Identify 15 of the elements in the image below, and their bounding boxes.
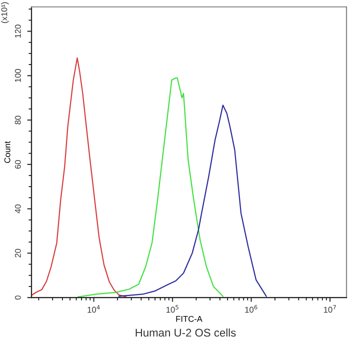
y-tick-label: 80	[14, 116, 21, 124]
x-tick-label: 10$^{5}$	[166, 305, 178, 313]
y-tick-label: 40	[14, 204, 21, 214]
y-tick-label: 120	[14, 24, 21, 38]
x-tick-label: 10$^{7}$	[324, 305, 336, 313]
y-tick-label: 100	[14, 69, 21, 82]
y-tick-label: 60	[14, 160, 21, 169]
text: Human U-2 OS cells	[136, 328, 236, 337]
y-tick-label: 20	[14, 248, 21, 258]
y-tick-label: 0	[14, 296, 21, 300]
y-axis-title: Count	[4, 141, 10, 163]
x-tick-label: 10$^{4}$	[88, 305, 100, 313]
x-tick-label: 10$^{6}$	[245, 305, 258, 313]
x-axis-title: FITC-A	[176, 316, 202, 322]
text: (x10¹)	[1, 2, 9, 23]
